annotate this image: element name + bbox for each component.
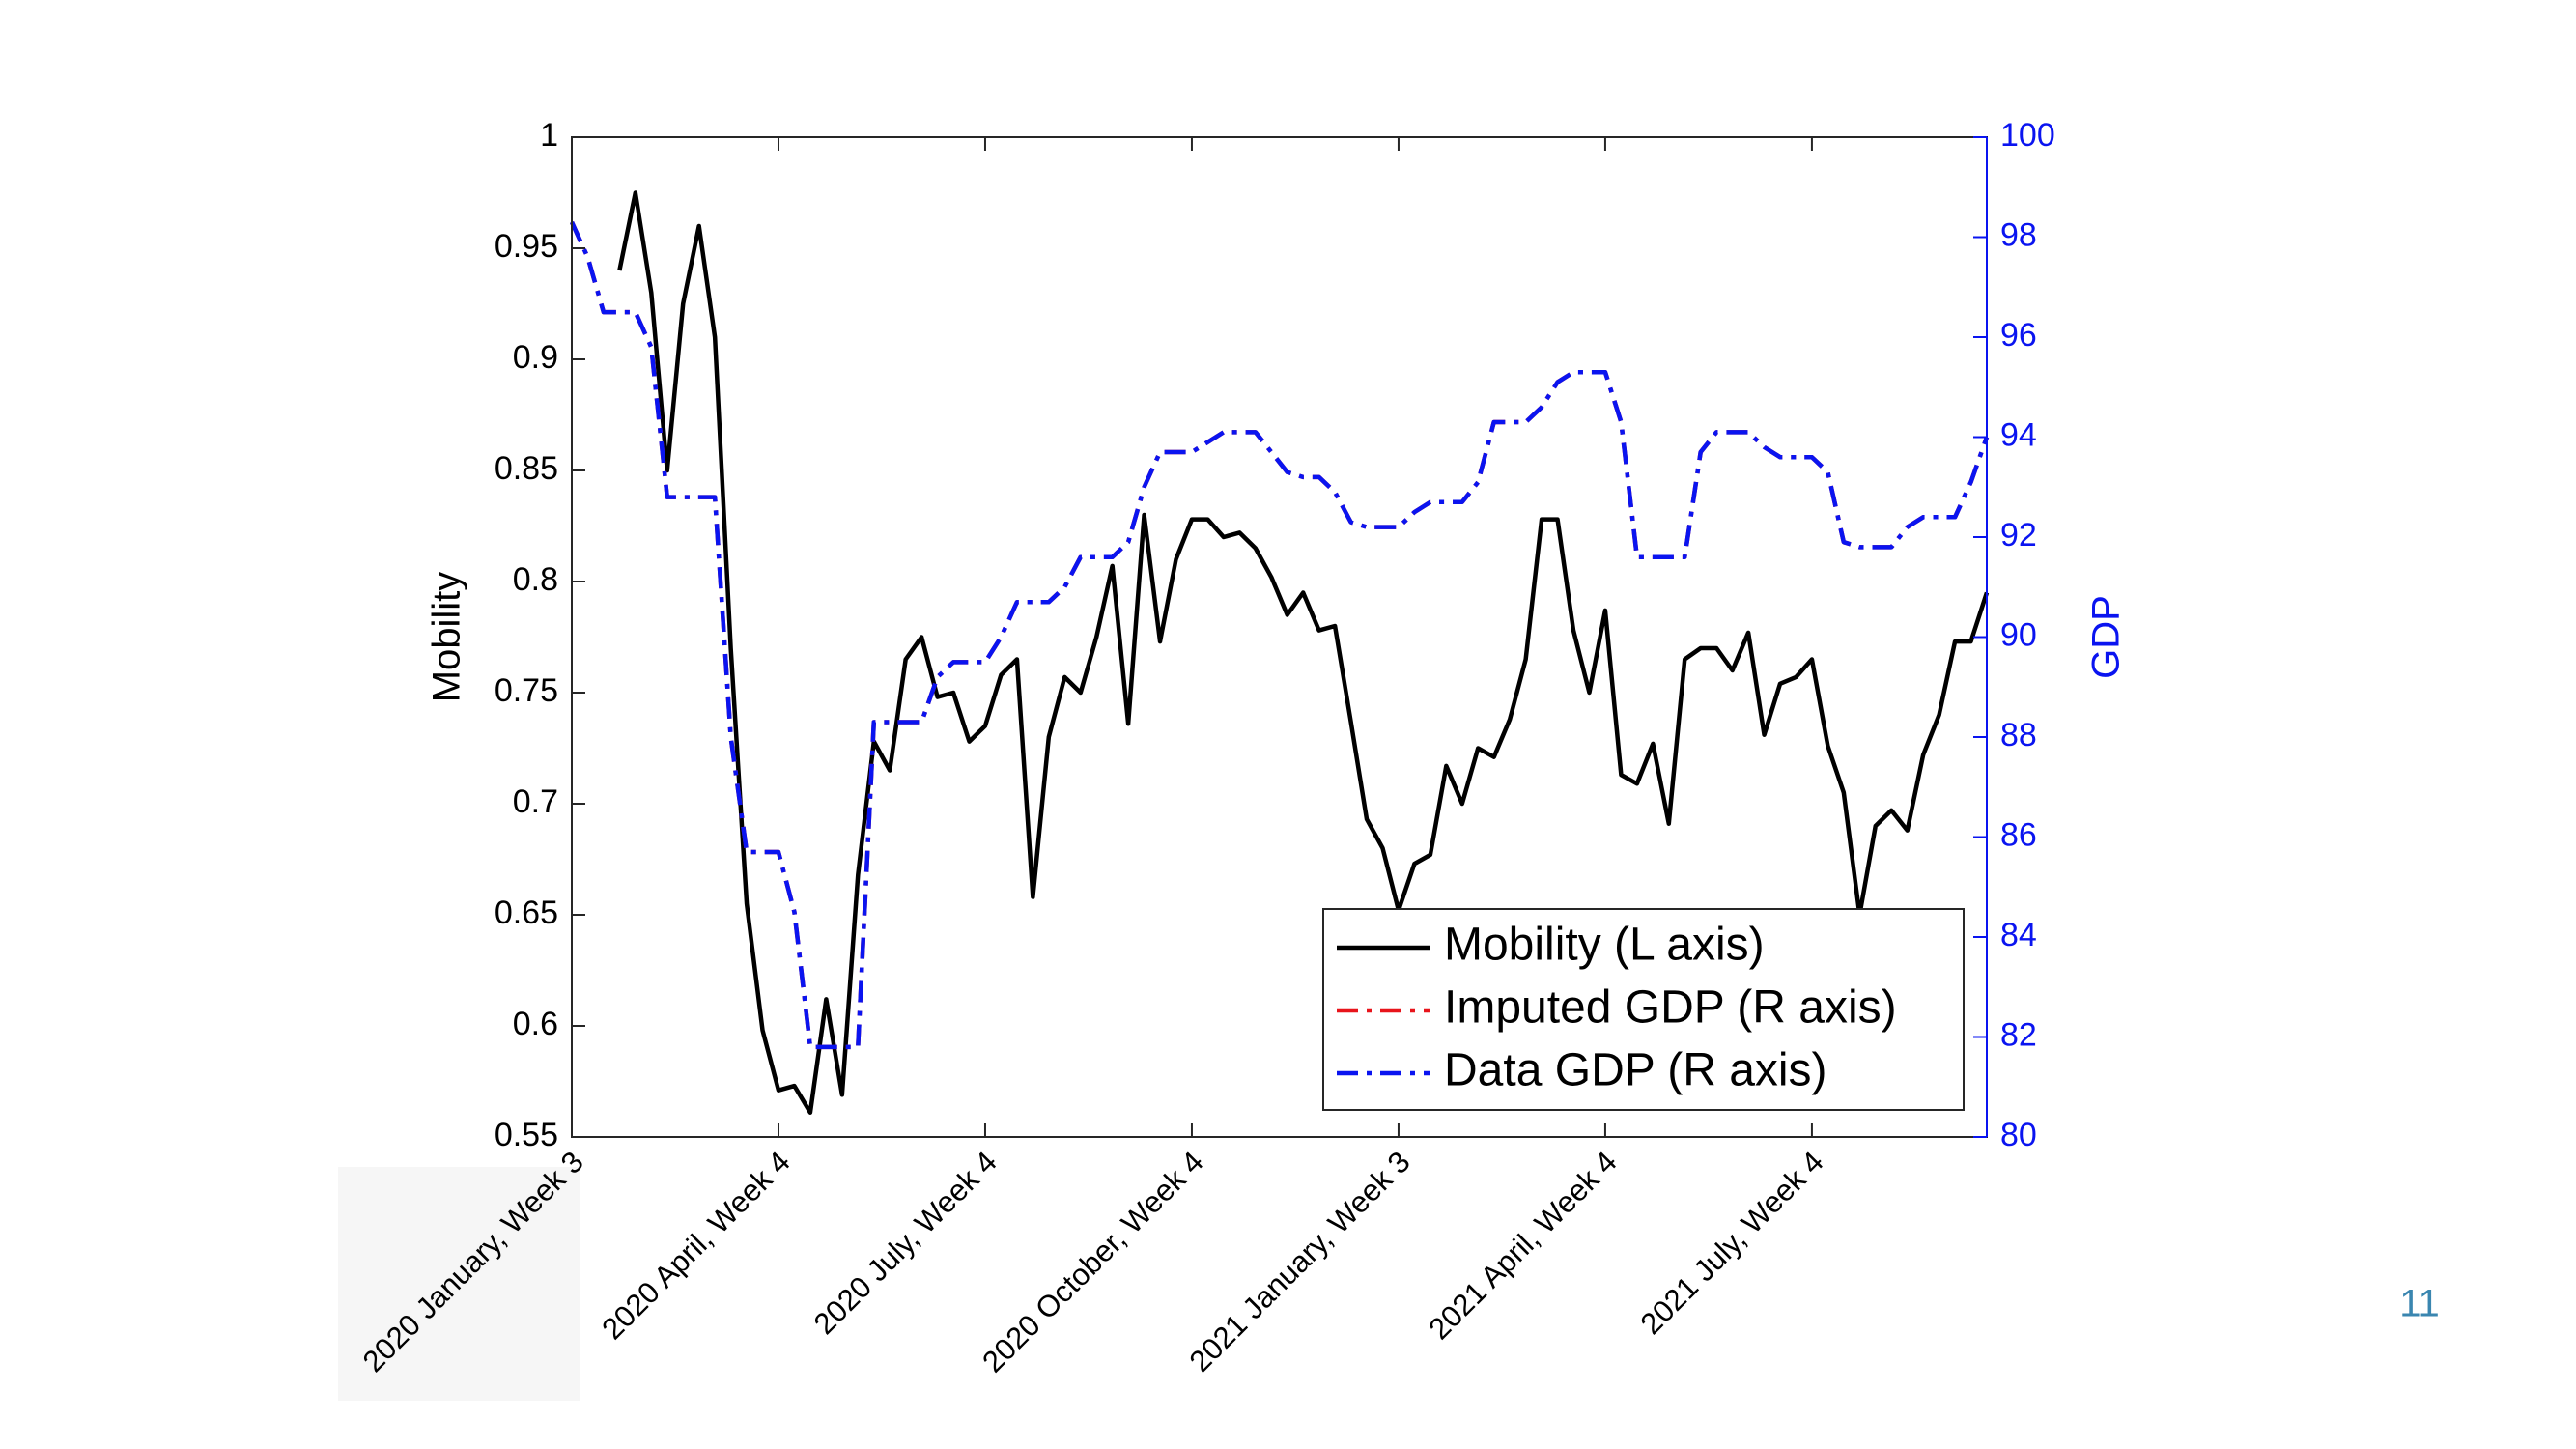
y2-tick-label: 88: [2000, 717, 2037, 753]
x-tick-label: 2020 July, Week 4: [807, 1145, 1004, 1341]
y2-tick-label: 92: [2000, 517, 2037, 554]
y2-tick-label: 90: [2000, 616, 2037, 653]
y2-tick-label: 98: [2000, 216, 2037, 253]
y-tick-label: 1: [540, 117, 558, 154]
y-axis-label: Mobility: [426, 572, 468, 703]
background-patch: [338, 1167, 580, 1401]
legend-box: [1322, 908, 1965, 1111]
y-tick-label: 0.95: [495, 228, 558, 265]
page-number: 11: [2399, 1283, 2440, 1325]
x-tick-label: 2020 October, Week 4: [976, 1145, 1209, 1378]
y2-tick-label: 100: [2000, 117, 2055, 154]
y-tick-label: 0.7: [513, 783, 558, 820]
series-line: [569, 221, 1990, 1050]
y2-axis-label: GDP: [2085, 595, 2128, 679]
y2-tick-label: 96: [2000, 317, 2037, 354]
y2-tick-label: 84: [2000, 917, 2037, 953]
y-tick-label: 0.6: [513, 1006, 558, 1042]
legend-label: Mobility (L axis): [1444, 920, 1765, 971]
y-tick-label: 0.9: [513, 339, 558, 376]
x-tick-label: 2021 January, Week 3: [1183, 1145, 1417, 1378]
y2-tick-label: 94: [2000, 416, 2037, 453]
y-tick-label: 0.8: [513, 561, 558, 598]
y-tick-label: 0.65: [495, 895, 558, 931]
y-tick-label: 0.75: [495, 672, 558, 709]
series-line: [617, 190, 1990, 1115]
x-tick-label: 2021 July, Week 4: [1634, 1145, 1830, 1341]
y2-tick-label: 80: [2000, 1117, 2037, 1153]
y2-tick-label: 86: [2000, 816, 2037, 853]
y-tick-label: 0.85: [495, 450, 558, 487]
y2-tick-label: 82: [2000, 1016, 2037, 1053]
y-tick-label: 0.55: [495, 1117, 558, 1153]
legend-label: Imputed GDP (R axis): [1444, 982, 1897, 1034]
x-tick-label: 2021 April, Week 4: [1422, 1145, 1623, 1346]
x-tick-label: 2020 April, Week 4: [595, 1145, 796, 1346]
legend-label: Data GDP (R axis): [1444, 1045, 1827, 1096]
